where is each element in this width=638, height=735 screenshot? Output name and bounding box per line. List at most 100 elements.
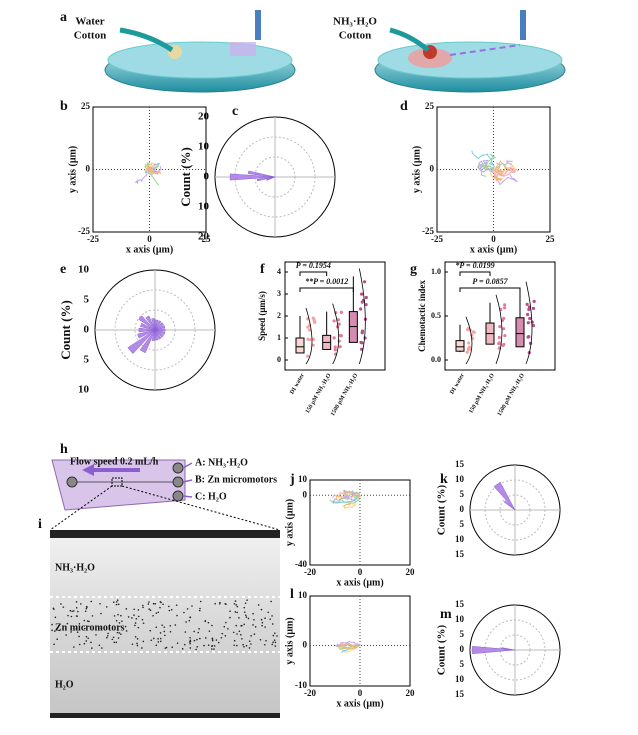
- particle: [193, 639, 196, 642]
- box: [515, 317, 525, 348]
- x-tick-label: 0: [358, 688, 363, 698]
- particle: [91, 615, 94, 617]
- polar-wedge: [154, 329, 164, 338]
- particle: [99, 602, 101, 605]
- y-tick-label: -25: [422, 226, 434, 236]
- particle: [213, 645, 216, 647]
- x-axis-label: x axis (μm): [470, 244, 517, 255]
- panel-letter: a: [60, 10, 67, 25]
- particle: [125, 608, 128, 610]
- particle: [142, 606, 144, 609]
- particle: [155, 612, 158, 614]
- y-tick-label: 10: [298, 590, 308, 600]
- particle: [159, 632, 162, 634]
- polar-wedge: [266, 176, 276, 181]
- particle: [274, 632, 276, 635]
- data-dot: [339, 310, 344, 314]
- particle: [186, 608, 189, 610]
- y-tick-label: 0: [277, 355, 281, 364]
- particle: [174, 624, 177, 626]
- particle: [217, 641, 220, 644]
- particle: [241, 637, 243, 640]
- particle: [196, 638, 198, 641]
- particle: [264, 626, 266, 628]
- panel-letter: e: [60, 262, 66, 277]
- panel-letter: d: [400, 99, 408, 114]
- particle: [112, 601, 115, 603]
- particle: [276, 635, 278, 637]
- particle: [131, 643, 134, 646]
- data-dot: [333, 348, 337, 352]
- particle: [225, 621, 227, 624]
- particle: [253, 633, 256, 635]
- y-axis-label: y axis (μm): [67, 146, 78, 193]
- bracket: [459, 287, 521, 292]
- particle: [149, 609, 152, 612]
- particle: [246, 599, 248, 601]
- particle: [71, 610, 73, 613]
- particle: [113, 615, 116, 617]
- particle: [91, 647, 93, 649]
- y-tick-label: -10: [295, 680, 307, 690]
- y-tick-label: 4: [277, 267, 281, 276]
- particle: [152, 615, 154, 617]
- polar-wedge: [127, 329, 156, 355]
- particle: [265, 639, 267, 642]
- particle: [197, 631, 200, 634]
- particle: [56, 638, 58, 641]
- particle: [227, 627, 229, 630]
- y-tick-label: -25: [78, 226, 90, 236]
- violin: [305, 307, 313, 365]
- polar-wedge: [229, 173, 276, 181]
- polar-wedge: [154, 325, 166, 331]
- polar-wedge: [154, 322, 164, 331]
- particle: [236, 611, 238, 614]
- polar-wedge: [154, 328, 166, 332]
- particle: [115, 603, 118, 606]
- x-axis-label: x axis (μm): [336, 698, 383, 709]
- p-value: *P = 0.0199: [455, 261, 494, 270]
- data-dot: [526, 312, 530, 317]
- zone-label: H₂O: [55, 679, 74, 690]
- particle: [211, 639, 214, 642]
- data-dot: [362, 280, 367, 284]
- dish-label: Water: [75, 16, 104, 28]
- box: [455, 340, 465, 352]
- particle: [141, 618, 144, 621]
- particle: [195, 648, 197, 651]
- particle: [236, 633, 238, 635]
- particle: [238, 630, 241, 633]
- particle: [106, 636, 108, 639]
- polar-tick-label: 10: [455, 614, 465, 624]
- particle: [160, 601, 162, 604]
- panel-letter: l: [290, 587, 294, 602]
- data-dot: [501, 343, 505, 347]
- particle: [242, 643, 244, 646]
- polar-tick-label: 15: [455, 549, 465, 559]
- y-tick-label: 0.0: [431, 355, 441, 364]
- data-dot: [333, 345, 337, 349]
- particle: [224, 603, 227, 605]
- particle: [243, 623, 245, 626]
- particle: [245, 644, 248, 647]
- particle: [111, 638, 114, 641]
- inlet-label: C: H₂O: [195, 491, 227, 502]
- violin: [358, 268, 366, 365]
- polar-tick-label: 10: [198, 201, 210, 213]
- y-tick-label: 0: [303, 640, 308, 650]
- particle: [233, 644, 236, 647]
- p-value: P = 0.0857: [472, 277, 508, 286]
- particle: [118, 622, 121, 624]
- particle: [211, 637, 214, 640]
- particle: [85, 635, 88, 638]
- particle: [254, 626, 257, 628]
- particle: [137, 609, 140, 611]
- particle: [188, 641, 191, 643]
- particle: [85, 607, 88, 610]
- data-dot: [360, 347, 364, 351]
- particle: [73, 646, 75, 648]
- particle: [204, 637, 207, 639]
- particle: [157, 611, 160, 614]
- particle: [208, 630, 211, 632]
